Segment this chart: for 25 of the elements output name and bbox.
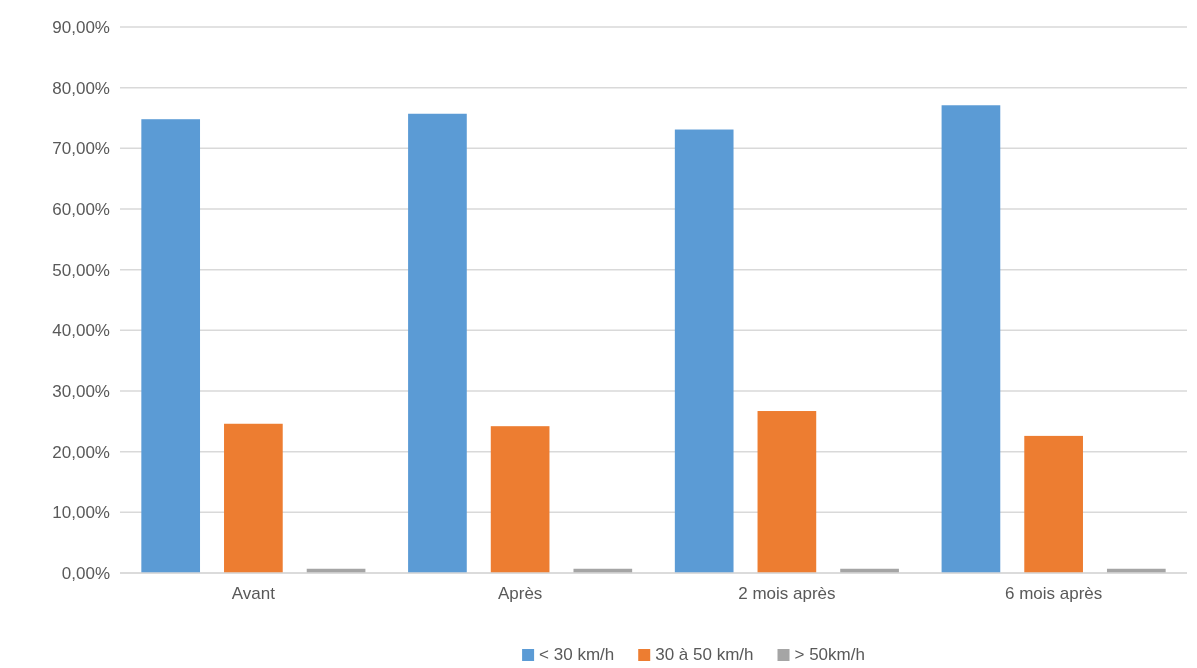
y-tick-label: 80,00% <box>52 78 110 98</box>
bar <box>757 411 817 573</box>
y-tick-label: 10,00% <box>52 503 110 523</box>
legend-label: 30 à 50 km/h <box>655 645 754 664</box>
x-tick-label: Avant <box>231 584 276 604</box>
bar <box>141 119 201 573</box>
y-tick-label: 60,00% <box>52 199 110 219</box>
bar <box>674 129 734 573</box>
legend-label: < 30 km/h <box>539 645 615 664</box>
y-tick-label: 20,00% <box>52 442 110 462</box>
y-tick-label: 70,00% <box>52 139 110 159</box>
y-tick-label: 90,00% <box>52 17 110 37</box>
bar <box>408 113 467 573</box>
bar <box>224 423 283 573</box>
bar <box>1024 435 1083 573</box>
y-tick-label: 0,00% <box>61 563 110 583</box>
y-tick-label: 50,00% <box>52 260 110 280</box>
legend-label: > 50km/h <box>794 645 865 664</box>
x-tick-label: 2 mois après <box>738 584 836 604</box>
y-tick-label: 30,00% <box>52 381 110 401</box>
bar <box>490 426 550 573</box>
y-tick-label: 40,00% <box>52 321 110 341</box>
x-tick-label: Après <box>497 584 543 604</box>
bar <box>941 105 1001 573</box>
x-tick-label: 6 mois après <box>1004 584 1103 604</box>
